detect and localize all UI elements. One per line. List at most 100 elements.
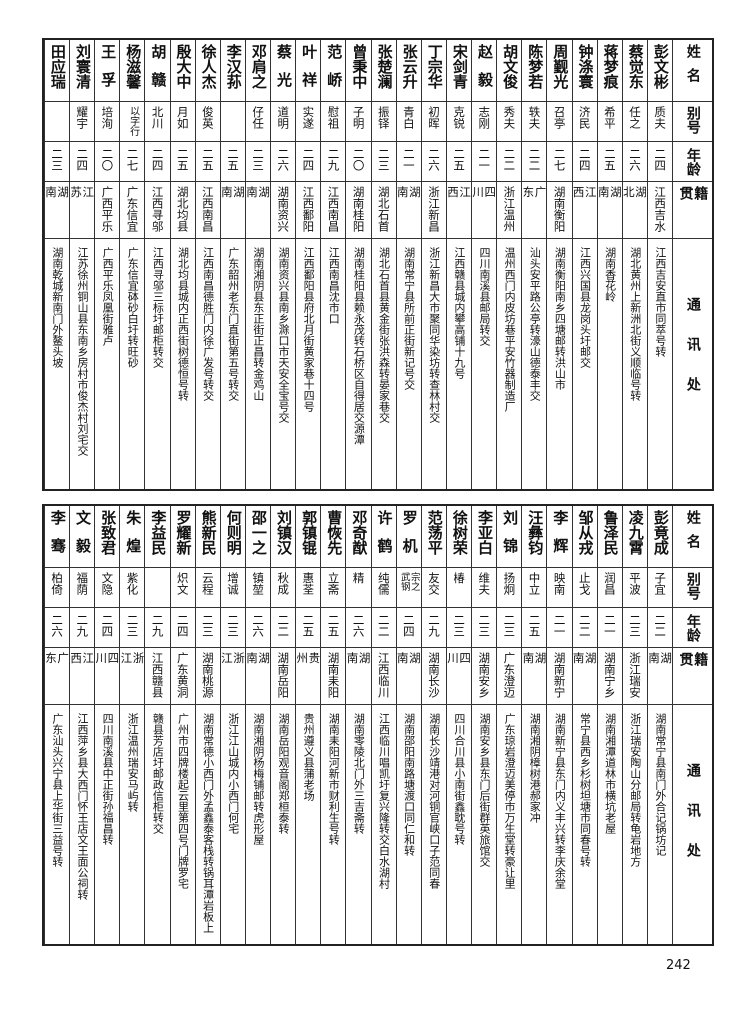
person-age: 二二	[502, 148, 517, 171]
person-address: 湖南安乡县东门后街群英旅馆交	[477, 713, 491, 867]
person-alias: 润昌	[602, 572, 617, 595]
person-age: 二二	[276, 614, 291, 637]
person-name-cell: 凌九霄	[622, 506, 647, 568]
person-age: 二六	[426, 148, 441, 171]
person-native-place: 湖南衡阳	[552, 186, 567, 232]
person-age: 二四	[577, 148, 592, 171]
person-record: 范荡平 友交 二九 湖南长沙 湖南长沙靖港对河铜官峡口子范同春	[420, 506, 446, 944]
person-address: 四川南溪县邮局转交	[477, 247, 491, 346]
person-alias-cell: 北川	[145, 102, 170, 142]
person-alias-cell: 秋成	[271, 568, 296, 608]
person-age-cell: 二三	[44, 142, 70, 182]
header-address: 通讯处	[684, 763, 701, 883]
person-name-cell: 熊新民	[195, 506, 220, 568]
person-native-place-cell: 湖南	[522, 648, 547, 705]
person-age: 二三	[452, 614, 467, 637]
person-age: 二四	[150, 148, 165, 171]
person-name: 张楚澜	[375, 44, 394, 89]
person-address-cell: 浙江瑞安陶山分邮局转龟岩地方	[623, 705, 647, 944]
person-native-place-cell: 湖南新宁	[547, 648, 572, 705]
person-address-cell: 湖南新宁县东门内义丰兴转李庆余堂	[547, 705, 571, 944]
person-age-cell: 二二	[371, 608, 396, 648]
person-native-place-cell: 江西吉水	[647, 182, 673, 239]
person-address: 赣县芳店圩邮政信柜转交	[151, 713, 165, 834]
person-address-cell: 江苏徐州铜山县东南乡房村市俊杰村刘宅交	[70, 239, 94, 489]
person-age: 二二	[577, 614, 592, 637]
person-name: 汪彝钧	[526, 510, 545, 555]
person-address-cell: 湖南衡阳南乡四塘邮转洪山市	[547, 239, 571, 489]
person-alias: 平波	[627, 572, 642, 595]
person-record: 邓奇猷精二六 湖南 湖南零陵北门外三吉斋转	[345, 506, 371, 944]
header-age-cell: 年龄	[673, 608, 712, 648]
person-alias: 济民	[577, 106, 592, 129]
person-address-cell: 湖南常宁县所前正街新记号交	[397, 239, 421, 489]
person-name-cell: 李益民	[145, 506, 170, 568]
person-name: 邓奇猷	[350, 510, 369, 555]
person-native-place: 浙江瑞安	[627, 652, 642, 698]
person-address-cell: 浙江新昌大市聚同华染坊转查林村交	[422, 239, 446, 489]
person-address: 江西兴国县龙岗头圩邮交	[578, 247, 592, 368]
person-alias: 召亭	[552, 106, 567, 129]
person-address: 湖南耒阳河新市财利生号转	[327, 713, 341, 845]
person-alias-cell: 俊英	[195, 102, 220, 142]
person-name-cell: 邓肩之	[245, 40, 271, 102]
person-record: 张云升 青白 二一 湖南 湖南常宁县所前正街新记号交	[395, 40, 421, 489]
person-address-cell: 浙江温州瑞安马屿转	[120, 705, 144, 944]
person-name: 张云升	[400, 44, 419, 89]
person-native-place-cell: 湖南桃源	[195, 648, 220, 705]
person-name-cell: 徐树荣	[446, 506, 472, 568]
person-native-place: 江西临川	[376, 652, 391, 698]
person-name-cell: 丁宗华	[421, 40, 446, 102]
header-alias-cell: 别号	[673, 102, 712, 142]
person-age: 二一	[602, 614, 617, 637]
header-alias: 别号	[684, 106, 701, 134]
person-native-place: 四川	[472, 186, 497, 218]
person-native-place: 江西南昌	[326, 186, 341, 232]
person-name-cell: 陈梦若	[522, 40, 547, 102]
person-address-cell: 湖南岳阳观音阁郑桓泰转	[271, 705, 295, 944]
person-native-place: 江西寻邬	[150, 186, 165, 232]
person-address: 湖南常德小西门外孟鑫泰客栈转锅耳潭岩板上	[201, 713, 215, 933]
person-record: 陈梦若 轶夫 二二 广东 汕头安平路公亭转濠山德泰丰交	[521, 40, 547, 489]
person-age-cell: 二四	[396, 608, 421, 648]
person-alias-cell: 宗之武钢	[396, 568, 421, 608]
person-age-cell: 二四	[95, 608, 120, 648]
person-age: 二三	[251, 148, 266, 171]
person-alias: 镇堃	[251, 572, 266, 595]
person-native-place: 四川	[95, 652, 120, 684]
person-address: 湖南邵阳南路塘渡口同仁和转	[402, 713, 416, 856]
person-age-cell: 二五	[597, 142, 622, 182]
person-address: 贵州遵义县蒲老场	[302, 713, 316, 801]
person-alias: 实遂	[301, 106, 316, 129]
person-alias-cell: 润昌	[597, 568, 622, 608]
person-age-cell: 二二	[572, 608, 597, 648]
person-alias: 北川	[150, 106, 165, 129]
person-name: 朱煌	[124, 510, 143, 566]
person-age-cell: 二五	[446, 142, 472, 182]
person-name-cell: 罗耀新	[170, 506, 195, 568]
person-record: 鲁泽民 润昌 二一 湖南宁乡 湖南湘潭道林市横坑老屋	[596, 506, 622, 944]
person-native-place: 广西平乐	[100, 186, 115, 232]
person-age-cell: 二二	[647, 608, 673, 648]
roster-table-bottom: 姓名 别号 年龄 籍贯 通讯处 彭竟成 子宜 二二 湖南 湖南常宁县南门外合记锅坊记 凌九霄 平波 二三…	[42, 504, 714, 946]
person-age-cell: 二三	[195, 608, 220, 648]
person-alias-cell: 映南	[547, 568, 572, 608]
person-alias: 友交	[426, 572, 441, 595]
person-age-cell: 二五	[220, 142, 245, 182]
person-name: 李益民	[149, 510, 168, 555]
person-name: 曹恢先	[325, 510, 344, 555]
person-native-place-cell: 湖南	[346, 648, 371, 705]
person-address: 湖南资兴县南乡滁口市天安全宝号交	[276, 247, 290, 423]
person-age-cell: 二一	[597, 608, 622, 648]
person-native-place: 湖南	[522, 652, 547, 684]
person-name: 宋剑青	[450, 44, 469, 89]
person-alias-cell: 济民	[572, 102, 597, 142]
person-age: 二〇	[351, 148, 366, 171]
person-native-place-cell: 湖南长沙	[421, 648, 446, 705]
person-age-cell: 二五	[170, 142, 195, 182]
person-record: 李益民 二九 江西赣县 赣县芳店圩邮政信柜转交	[144, 506, 170, 944]
person-address: 浙江江山城内小西门何宅	[226, 713, 240, 834]
person-name: 刘镇汉	[275, 510, 294, 555]
person-alias: 志刚	[477, 106, 492, 129]
person-record: 罗机 宗之武钢 二四 湖南 湖南邵阳南路塘渡口同仁和转	[395, 506, 421, 944]
